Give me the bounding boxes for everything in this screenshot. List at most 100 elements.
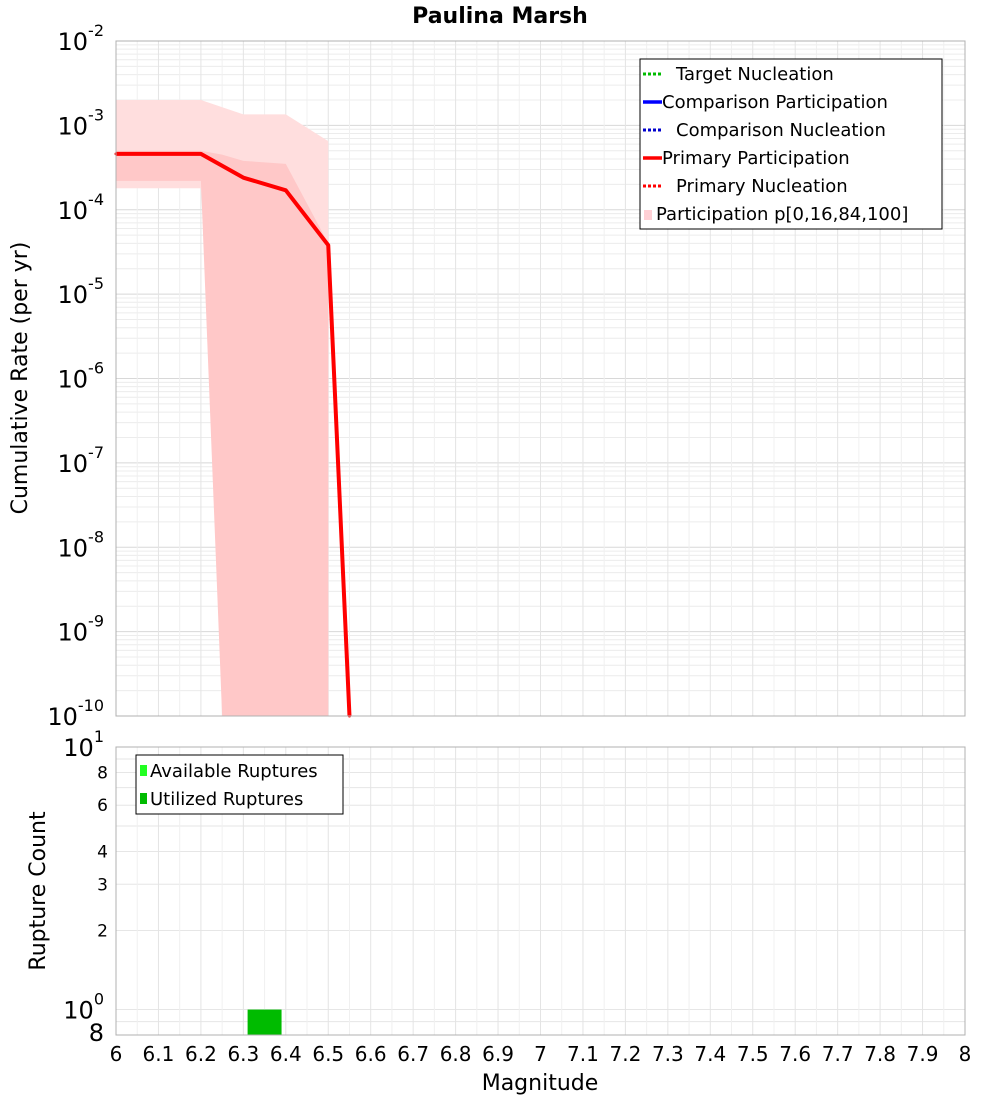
x-axis-label: Magnitude [482, 1071, 599, 1096]
tick-base: 10 [58, 366, 89, 394]
tick-base: 3 [97, 875, 108, 895]
top-y-tick-label: 10-3 [58, 105, 105, 140]
legend-label: Target Nucleation [675, 64, 834, 85]
tick-base: 10 [58, 534, 89, 562]
tick-base: 10 [47, 703, 78, 731]
tick-base: 10 [63, 997, 94, 1025]
tick-base: 4 [97, 842, 108, 862]
top-y-tick-label: 10-4 [58, 190, 105, 225]
x-tick-label: 7.1 [567, 1042, 599, 1066]
legend-label: Comparison Participation [662, 92, 888, 113]
series-point [284, 188, 288, 192]
x-tick-label: 7.5 [737, 1042, 769, 1066]
top-y-tick-label: 10-9 [58, 612, 105, 647]
x-tick-label: 6.7 [397, 1042, 429, 1066]
tick-exponent: -7 [88, 443, 104, 462]
legend-label: Utilized Ruptures [150, 789, 303, 810]
bottom-y-axis-label: Rupture Count [26, 811, 51, 971]
chart-title: Paulina Marsh [412, 4, 588, 29]
top-y-tick-label: 10-6 [58, 359, 105, 394]
legend-swatch [140, 793, 147, 804]
tick-base: 2 [97, 922, 108, 942]
bottom-y-tick-label: 6 [97, 796, 108, 816]
tick-exponent: -10 [78, 696, 104, 715]
x-tick-label: 6.4 [270, 1042, 302, 1066]
top-y-tick-label: 10-10 [47, 696, 104, 731]
top-y-tick-label: 10-2 [58, 21, 105, 56]
x-tick-label: 7 [534, 1042, 547, 1066]
tick-exponent: -8 [88, 527, 104, 546]
x-tick-label: 7.7 [822, 1042, 854, 1066]
series-point [241, 176, 245, 180]
x-tick-label: 8 [959, 1042, 972, 1066]
bottom-bars [247, 1009, 282, 1035]
tick-base: 10 [58, 28, 89, 56]
legend-label: Participation p[0,16,84,100] [656, 204, 908, 225]
tick-base: 10 [58, 281, 89, 309]
top-legend-box [639, 58, 943, 230]
bottom-y-tick-label: 101 [63, 727, 104, 762]
bottom-legend-box [135, 754, 344, 815]
top-plot-frame [115, 40, 966, 717]
bottom-y-tick-label: 8 [89, 1019, 104, 1047]
tick-exponent: 0 [94, 990, 104, 1009]
legend-label: Comparison Nucleation [676, 120, 886, 141]
x-tick-label: 7.2 [609, 1042, 641, 1066]
top-y-tick-label: 10-7 [58, 443, 105, 478]
top-y-axis-label: Cumulative Rate (per yr) [8, 242, 33, 515]
utilized-rupture-bar [247, 1009, 282, 1035]
tick-exponent: -5 [88, 274, 104, 293]
x-tick-label: 6.8 [440, 1042, 472, 1066]
tick-exponent: -3 [88, 105, 104, 124]
tick-exponent: -9 [88, 612, 104, 631]
tick-base: 10 [58, 450, 89, 478]
top-bands [116, 99, 329, 717]
bottom-legend: Available Ruptures Utilized Ruptures [135, 754, 344, 815]
x-tick-labels: 6 6.1 6.2 6.3 6.4 6.5 6.6 6.7 6.8 6.9 7 7.1 7.2 7.3 7.… [110, 1042, 972, 1066]
x-tick-label: 7.6 [779, 1042, 811, 1066]
x-tick-label: 7.3 [652, 1042, 684, 1066]
legend-label: Primary Nucleation [676, 176, 848, 197]
x-tick-label: 7.8 [864, 1042, 896, 1066]
legend-label: Available Ruptures [150, 761, 318, 782]
top-y-tick-label: 10-5 [58, 274, 105, 309]
bottom-y-tick-label: 100 [63, 990, 104, 1025]
tick-exponent: -6 [88, 359, 104, 378]
series-point [326, 243, 330, 247]
bottom-y-tick-label: 3 [97, 875, 108, 895]
legend-swatch [644, 210, 652, 220]
tick-exponent: -4 [88, 190, 104, 209]
series-primary-participation [116, 151, 352, 717]
legend-label: Primary Participation [662, 148, 850, 169]
x-tick-label: 6.6 [355, 1042, 387, 1066]
tick-base: 8 [89, 1019, 104, 1047]
bottom-y-tick-label: 8 [97, 763, 108, 783]
x-tick-label: 7.4 [694, 1042, 726, 1066]
top-y-tick-label: 10-8 [58, 527, 105, 562]
tick-base: 10 [58, 197, 89, 225]
series-point [199, 152, 203, 156]
tick-base: 10 [58, 112, 89, 140]
bottom-y-tick-label: 4 [97, 842, 108, 862]
x-tick-label: 6.1 [143, 1042, 175, 1066]
band-p16-p84 [116, 150, 329, 716]
tick-base: 10 [63, 734, 94, 762]
x-tick-label: 6.9 [482, 1042, 514, 1066]
top-lines [114, 151, 352, 718]
x-tick-label: 6.2 [185, 1042, 217, 1066]
x-tick-label: 6.5 [312, 1042, 344, 1066]
x-tick-label: 6 [110, 1042, 123, 1066]
x-tick-label: 7.9 [907, 1042, 939, 1066]
bottom-y-tick-label: 2 [97, 922, 108, 942]
tick-base: 6 [97, 796, 108, 816]
tick-base: 10 [58, 619, 89, 647]
bottom-plot-frame [115, 746, 966, 1036]
top-legend: Target Nucleation Comparison Participatio… [639, 58, 943, 230]
tick-exponent: 1 [94, 727, 104, 746]
x-tick-label: 6.3 [227, 1042, 259, 1066]
